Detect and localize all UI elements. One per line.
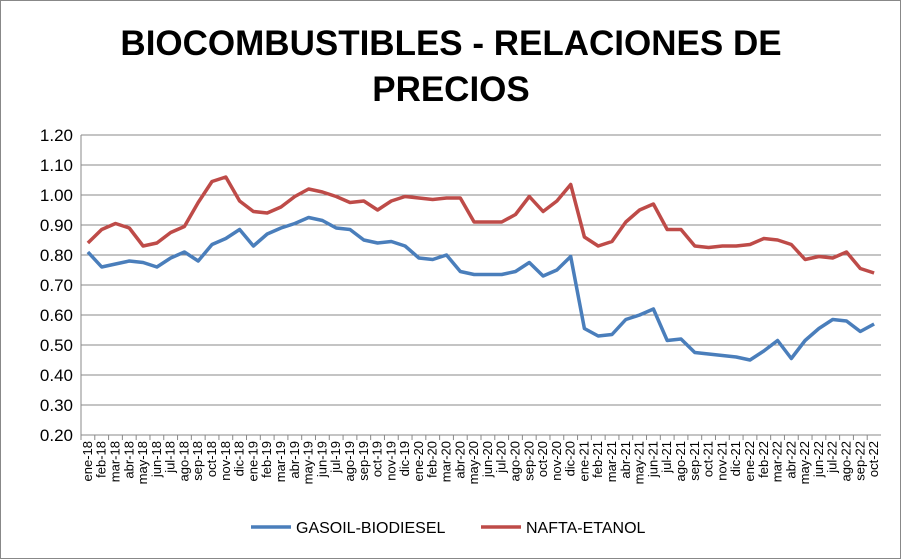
x-tick-label: ene-21 [576,441,591,481]
x-tick-label: mar-20 [439,441,454,482]
x-tick-label: dic-21 [728,441,743,476]
x-tick-label: oct-21 [701,441,716,477]
y-tick-label: 0.40 [40,366,73,385]
legend-label: NAFTA-ETANOL [526,520,646,537]
x-tick-label: jun-22 [811,441,826,478]
x-tick-label: feb-20 [425,441,440,478]
x-tick-label: sep-18 [190,441,205,481]
x-tick-label: jun-19 [314,441,329,478]
x-tick-label: abr-21 [618,441,633,479]
y-tick-label: 0.90 [40,216,73,235]
x-tick-label: mar-21 [604,441,619,482]
x-tick-label: ago-19 [342,441,357,481]
x-tick-label: may-21 [632,441,647,484]
x-tick-label: abr-20 [452,441,467,479]
x-tick-label: jul-19 [328,441,343,474]
x-tick-label: feb-21 [590,441,605,478]
x-tick-label: ago-22 [839,441,854,481]
x-tick-label: oct-18 [204,441,219,477]
x-tick-label: dic-18 [232,441,247,476]
x-tick-label: jul-20 [494,441,509,474]
x-tick-label: ago-20 [507,441,522,481]
x-tick-label: ene-18 [80,441,95,481]
chart-title: BIOCOMBUSTIBLES - RELACIONES DE PRECIOS [1,21,900,113]
x-tick-label: mar-22 [770,441,785,482]
x-tick-label: may-19 [301,441,316,484]
x-tick-label: oct-22 [866,441,881,477]
series-line-gasoil-biodiesel [86,215,875,362]
x-tick-label: abr-22 [783,441,798,479]
x-tick-label: nov-20 [549,441,564,481]
y-tick-label: 1.20 [40,126,73,145]
x-tick-label: ene-19 [245,441,260,481]
x-tick-label: ene-22 [742,441,757,481]
x-tick-label: jun-18 [149,441,164,478]
x-tick-label: mar-19 [273,441,288,482]
x-tick-label: may-22 [797,441,812,484]
y-tick-label: 1.10 [40,156,73,175]
x-tick-label: jul-18 [163,441,178,474]
y-tick-label: 0.80 [40,246,73,265]
chart-title-line-2: PRECIOS [372,70,530,109]
x-tick-label: abr-18 [121,441,136,479]
x-tick-label: feb-19 [259,441,274,478]
series-line-nafta-etanol [86,175,875,275]
x-tick-label: jun-20 [480,441,495,478]
y-tick-label: 0.30 [40,396,73,415]
x-tick-label: nov-18 [218,441,233,481]
y-tick-label: 0.60 [40,306,73,325]
x-tick-label: nov-19 [383,441,398,481]
x-tick-label: may-20 [466,441,481,484]
chart-title-line-1: BIOCOMBUSTIBLES - RELACIONES DE [120,24,782,63]
x-tick-label: may-18 [135,441,150,484]
x-tick-label: feb-22 [756,441,771,478]
x-tick-label: jun-21 [645,441,660,478]
legend-label: GASOIL-BIODIESEL [296,520,445,537]
x-tick-label: sep-22 [852,441,867,481]
x-tick-label: dic-20 [563,441,578,476]
y-tick-label: 0.50 [40,336,73,355]
y-tick-label: 1.00 [40,186,73,205]
x-tick-label: abr-19 [287,441,302,479]
x-tick-label: feb-18 [94,441,109,478]
x-tick-label: sep-19 [356,441,371,481]
y-tick-label: 0.20 [40,426,73,445]
x-tick-label: sep-20 [521,441,536,481]
x-tick-label: ago-21 [673,441,688,481]
x-tick-label: mar-18 [107,441,122,482]
x-tick-label: ago-18 [176,441,191,481]
x-tick-label: oct-20 [535,441,550,477]
x-tick-label: jul-21 [659,441,674,474]
y-tick-label: 0.70 [40,276,73,295]
x-tick-label: dic-19 [397,441,412,476]
x-tick-label: oct-19 [370,441,385,477]
x-tick-label: jul-22 [825,441,840,474]
x-tick-label: ene-20 [411,441,426,481]
x-tick-label: sep-21 [687,441,702,481]
x-tick-label: nov-21 [714,441,729,481]
